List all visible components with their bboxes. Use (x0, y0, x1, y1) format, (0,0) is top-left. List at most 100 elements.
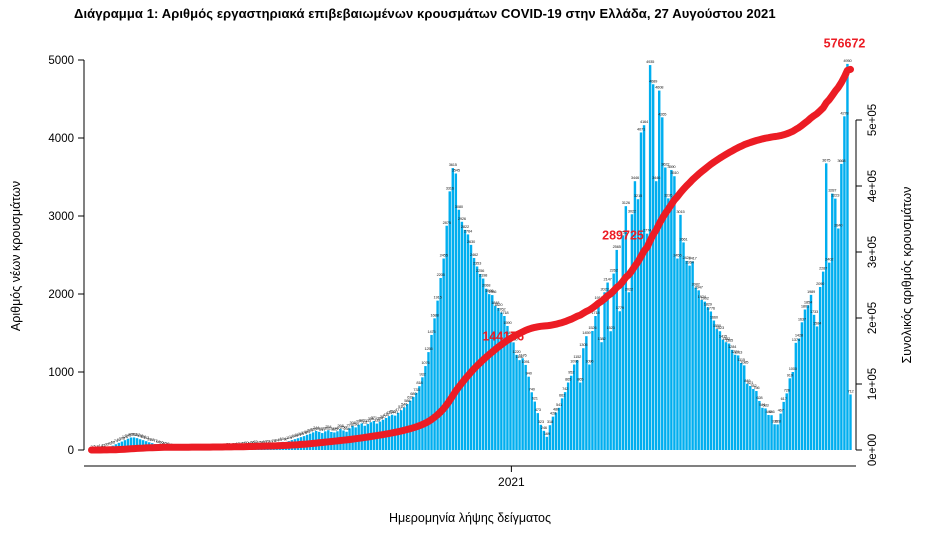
bar (506, 325, 509, 450)
bar (421, 377, 424, 450)
bar-value-label: 541 (556, 402, 563, 407)
bar (460, 221, 464, 450)
bar-value-label: 169 (544, 431, 551, 436)
bar (773, 424, 776, 450)
bar (721, 339, 725, 450)
bar-value-label: 818 (416, 380, 423, 385)
bar (636, 199, 640, 450)
bar (469, 244, 473, 450)
bar-value-label: 1374 (792, 337, 801, 342)
bar (138, 439, 142, 450)
bar-value-label: 510 (398, 404, 405, 409)
bar (706, 307, 710, 450)
bar (609, 331, 612, 450)
bar-value-label: 1152 (516, 354, 525, 359)
bar-value-label: 145 (125, 433, 132, 438)
bar-value-label: 712 (847, 388, 854, 393)
bar-value-label: 1382 (722, 336, 731, 341)
bar (551, 416, 555, 450)
bar-value-label: 2198 (479, 273, 488, 278)
y-left-tick-label: 3000 (48, 211, 74, 223)
bar (123, 440, 127, 450)
bar (667, 198, 670, 450)
bar-value-label: 533 (762, 402, 769, 407)
bar (770, 415, 773, 450)
bar (654, 181, 658, 450)
bar (135, 438, 139, 450)
bar (779, 413, 782, 450)
bar (545, 436, 549, 450)
bar-value-label: 1096 (570, 359, 579, 364)
bar-value-label: 1854 (804, 299, 813, 304)
bar-value-label: 364 (377, 416, 384, 421)
bar (658, 90, 661, 450)
y-axis-right: 0e+00 1e+05 2e+05 3e+05 4e+05 5e+05 (855, 104, 879, 466)
bar (615, 249, 618, 450)
bar (739, 363, 743, 450)
bar (715, 329, 719, 450)
bar-value-label: 66 (263, 439, 268, 444)
bar (746, 383, 749, 450)
bar (576, 360, 579, 450)
bar-value-label: 3226 (664, 192, 673, 197)
bar-value-label: 932 (419, 371, 426, 376)
bar-value-label: 3126 (622, 200, 631, 205)
bar-value-label: 3223 (831, 193, 840, 198)
bar-value-label: 2205 (437, 272, 446, 277)
bar (651, 84, 655, 450)
bar-value-label: 62 (253, 439, 258, 444)
bar (509, 336, 512, 450)
bar-value-label: 1523 (716, 325, 725, 330)
bar-value-label: 662 (559, 392, 566, 397)
bar-value-label: 254 (325, 424, 332, 429)
bar-value-label: 1255 (424, 346, 433, 351)
bar-value-label: 4071 (637, 126, 646, 131)
bar (491, 295, 494, 450)
bar-value-label: 21 (102, 442, 107, 447)
bar-value-label: 477 (395, 407, 402, 412)
bar (642, 125, 646, 451)
bar-value-label: 2565 (613, 244, 622, 249)
bar (743, 365, 746, 450)
bar-value-label: 4950 (843, 58, 852, 63)
bar (527, 376, 530, 450)
bar (648, 65, 652, 450)
bar-value-label: 2774 (643, 228, 652, 233)
bar (494, 305, 497, 450)
bar (718, 331, 722, 450)
bar-value-label: 234 (343, 426, 350, 431)
bar (806, 305, 810, 450)
bar (764, 408, 767, 450)
bar-value-label: 621 (532, 396, 539, 401)
bar-value-label: 1526 (588, 325, 597, 330)
bar-value-label: 311 (362, 420, 369, 425)
bar-value-label: 1902 (701, 296, 710, 301)
bar-value-label: 821 (747, 380, 754, 385)
bar (797, 338, 801, 450)
bar-value-label: 742 (562, 386, 569, 391)
chart-title: Διάγραμμα 1: Αριθμός εργαστηριακά επιβεβ… (74, 6, 776, 21)
bar (694, 287, 697, 450)
bar-value-label: 1115 (737, 357, 745, 362)
bar-value-label: 1152 (573, 354, 582, 359)
bar (579, 382, 582, 450)
bar (700, 299, 703, 450)
bar (530, 392, 533, 450)
bar (418, 386, 421, 450)
bar-value-label: 2661 (679, 236, 688, 241)
bar-value-label: 2353 (473, 260, 482, 265)
bar-value-label: 1096 (585, 359, 594, 364)
bar-value-label: 1913 (594, 295, 603, 300)
bar-value-label: 4164 (640, 119, 649, 124)
bar-value-label: 632 (407, 395, 414, 400)
bar-value-label: 138 (137, 433, 144, 438)
bar (727, 343, 731, 450)
bar (846, 63, 849, 451)
y-left-tick-label: 4000 (48, 133, 74, 145)
bar (500, 312, 503, 450)
bar-value-label: 428 (550, 411, 557, 416)
bar-value-label: 1718 (500, 310, 509, 315)
bar-value-label: 3622 (661, 161, 670, 166)
bar-value-label: 217 (319, 427, 326, 432)
